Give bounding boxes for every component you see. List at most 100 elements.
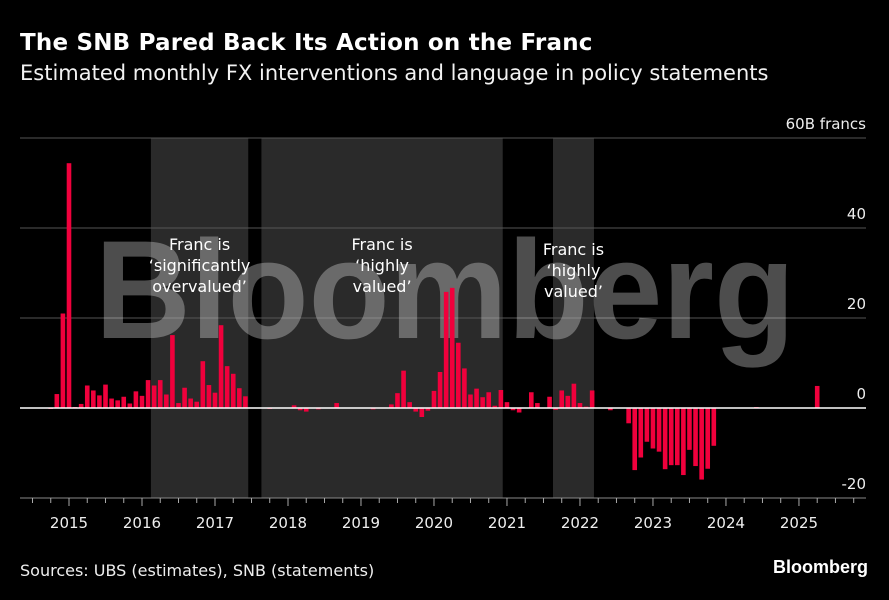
- bar: [133, 391, 139, 408]
- bloomberg-logo: Bloomberg: [772, 557, 868, 577]
- bar: [547, 396, 552, 408]
- bar: [395, 393, 400, 408]
- period-annotation: ‘highly: [355, 256, 409, 275]
- bar: [699, 408, 704, 480]
- bar: [711, 408, 717, 446]
- bar: [291, 405, 297, 408]
- bar: [668, 408, 674, 466]
- bar: [237, 388, 242, 408]
- x-tick-label: 2023: [634, 514, 672, 532]
- gridlines: [20, 137, 866, 319]
- bar: [559, 390, 565, 408]
- bar: [145, 380, 151, 408]
- bar: [401, 370, 406, 408]
- period-annotation: valued’: [544, 282, 603, 301]
- bar: [224, 366, 230, 408]
- period-annotation: Franc is: [543, 240, 604, 259]
- bar: [176, 403, 181, 408]
- x-tick-label: 2018: [269, 514, 307, 532]
- bar: [437, 372, 443, 408]
- x-tick-label: 2017: [196, 514, 234, 532]
- period-annotation: ‘highly: [547, 261, 601, 280]
- y-axis: 60B francs 40 20 0 -20: [786, 115, 867, 493]
- y-tick-label: 0: [856, 385, 866, 403]
- bar: [243, 396, 248, 408]
- bar: [91, 390, 96, 408]
- bar: [650, 408, 656, 449]
- bar: [431, 390, 437, 408]
- bar: [449, 287, 455, 408]
- bar: [164, 394, 169, 408]
- period-annotation: valued’: [353, 277, 412, 296]
- bar: [413, 408, 419, 412]
- bar: [84, 385, 90, 408]
- y-tick-label: 20: [847, 295, 866, 313]
- bar: [577, 403, 583, 408]
- bar: [443, 291, 449, 408]
- bars: [48, 163, 820, 480]
- bar: [456, 342, 461, 408]
- bar: [115, 400, 120, 408]
- bar: [66, 163, 72, 408]
- bar: [188, 398, 193, 408]
- chart-title: The SNB Pared Back Its Action on the Fra…: [20, 30, 593, 56]
- bar: [535, 403, 540, 408]
- bar: [681, 408, 686, 476]
- period-annotation: Franc is: [351, 235, 412, 254]
- bar: [425, 408, 431, 411]
- bar: [54, 394, 60, 408]
- bar: [60, 313, 66, 408]
- bar: [78, 403, 84, 408]
- bar: [510, 408, 516, 411]
- bar: [589, 390, 595, 408]
- bar: [504, 402, 510, 408]
- bar: [206, 385, 212, 408]
- bar: [468, 394, 473, 408]
- bar: [151, 385, 157, 408]
- x-tick-label: 2022: [561, 514, 599, 532]
- bar: [97, 395, 102, 408]
- bar: [693, 408, 698, 467]
- bar: [486, 392, 492, 408]
- bar: [675, 408, 680, 466]
- bar: [498, 390, 504, 408]
- period-annotation: overvalued’: [152, 277, 247, 296]
- bar: [632, 408, 638, 471]
- source-note: Sources: UBS (estimates), SNB (statement…: [20, 561, 375, 580]
- y-tick-label: -20: [842, 475, 867, 493]
- bar: [705, 408, 711, 469]
- period-annotation: ‘significantly: [149, 256, 251, 275]
- bar: [109, 398, 114, 408]
- bar: [127, 403, 133, 408]
- bar: [200, 361, 206, 408]
- x-tick-label: 2021: [488, 514, 526, 532]
- bar: [516, 408, 522, 413]
- bar: [814, 385, 820, 408]
- bar: [687, 408, 692, 450]
- bar: [571, 383, 577, 408]
- x-tick-label: 2016: [123, 514, 161, 532]
- bar: [480, 397, 485, 408]
- bar: [462, 368, 467, 408]
- y-tick-label: 60B francs: [786, 115, 867, 133]
- bar: [230, 373, 236, 408]
- bar: [656, 408, 662, 452]
- chart-subtitle: Estimated monthly FX interventions and l…: [20, 61, 769, 85]
- bar: [644, 408, 650, 442]
- bar: [474, 388, 479, 408]
- bar: [139, 395, 145, 408]
- bar: [121, 396, 127, 408]
- bar: [334, 403, 339, 408]
- x-tick-label: 2025: [780, 514, 818, 532]
- bar: [218, 325, 224, 408]
- bar: [419, 408, 425, 417]
- period-annotation: Franc is: [169, 235, 230, 254]
- x-tick-label: 2019: [342, 514, 380, 532]
- x-tick-label: 2015: [50, 514, 88, 532]
- bar: [194, 401, 200, 408]
- bar: [565, 395, 571, 408]
- bar: [407, 402, 412, 408]
- bar: [212, 392, 218, 408]
- x-tick-label: 2024: [707, 514, 745, 532]
